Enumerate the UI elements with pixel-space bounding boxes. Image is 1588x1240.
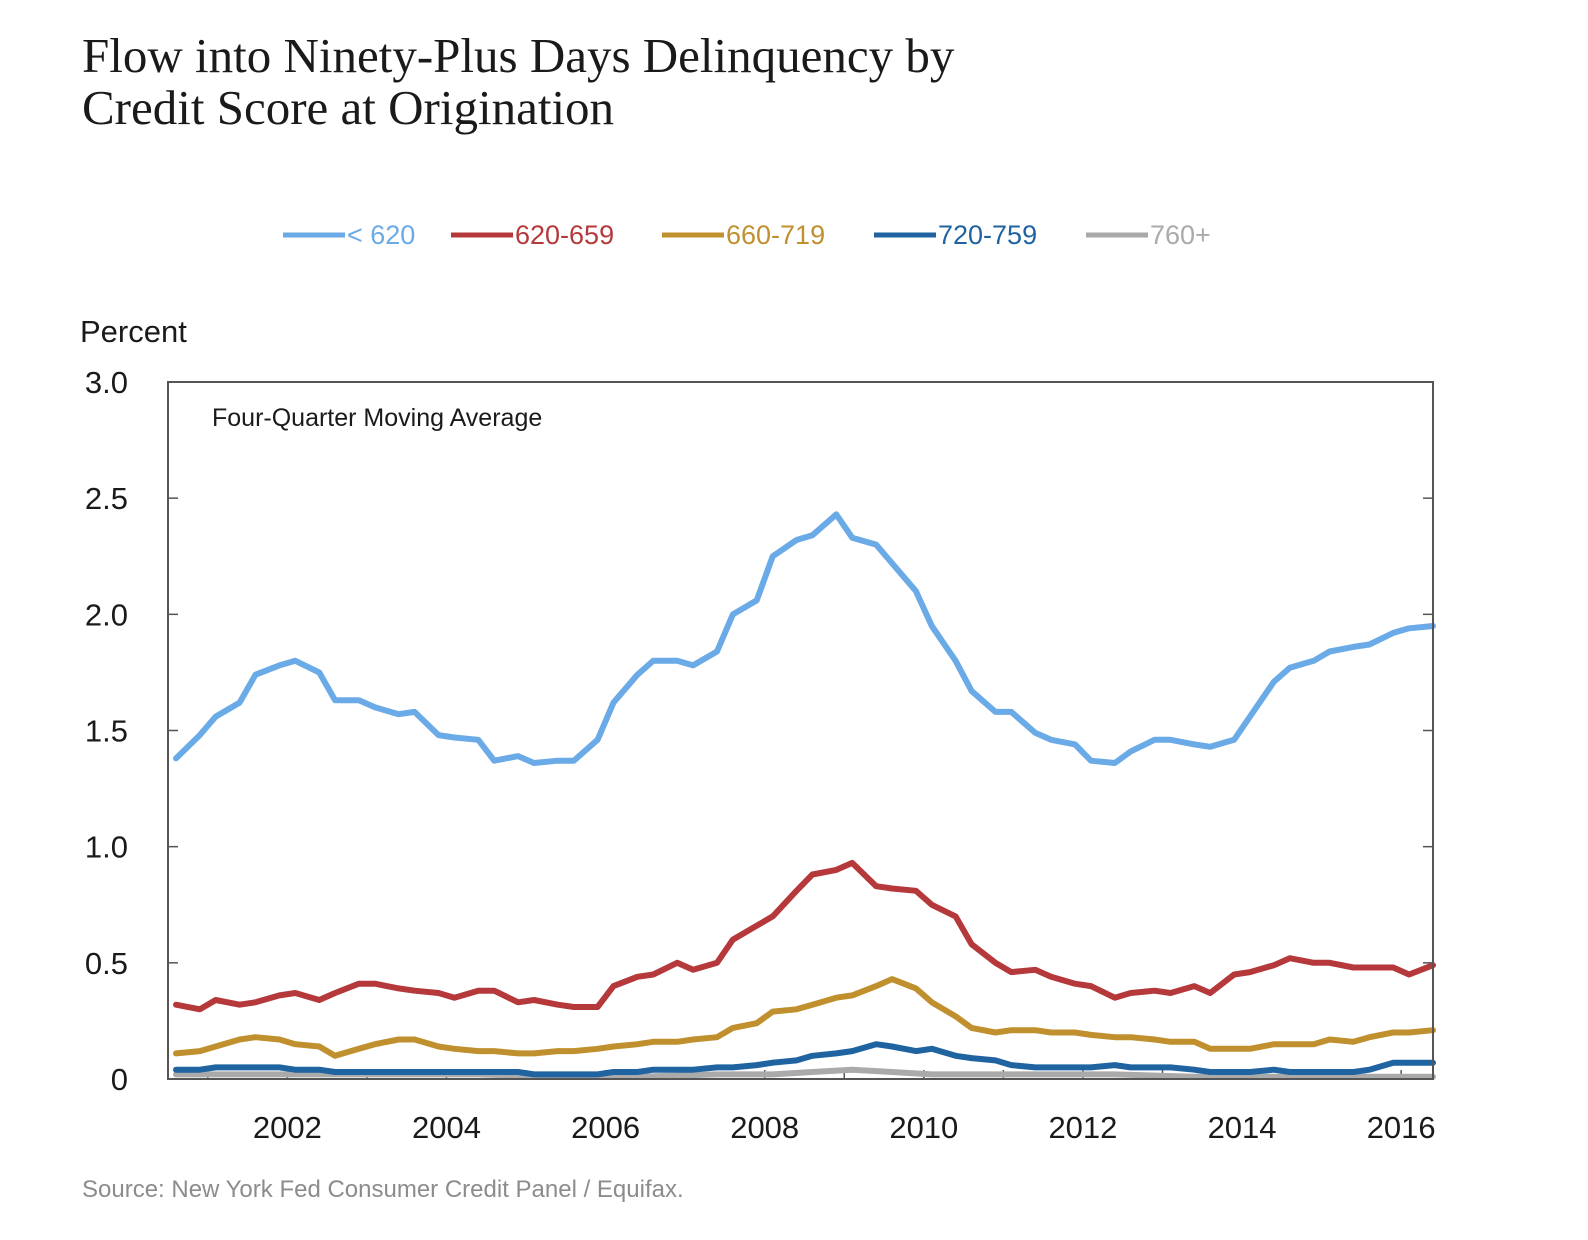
x-tick-label: 2012 [1048, 1110, 1117, 1145]
y-tick-label: 1.0 [85, 830, 128, 865]
legend-label: 720-759 [938, 220, 1037, 250]
y-tick-label: 0 [111, 1062, 128, 1097]
series-line-620 [173, 511, 1436, 766]
chart-title-line-1: Flow into Ninety-Plus Days Delinquency b… [82, 28, 955, 83]
chart-title: Flow into Ninety-Plus Days Delinquency b… [82, 30, 1182, 134]
series-lines [173, 511, 1436, 1080]
x-tick-label: 2014 [1208, 1110, 1277, 1145]
y-tick-label: 1.5 [85, 714, 128, 749]
x-tick-label: 2016 [1367, 1110, 1436, 1145]
y-tick-label: 3.0 [85, 365, 128, 400]
y-tick-label: 2.0 [85, 597, 128, 632]
legend-label: 760+ [1150, 220, 1211, 250]
series-line-620-659 [173, 859, 1436, 1013]
legend-label: < 620 [347, 220, 415, 250]
legend: < 620 620-659 660-719 720-759 760+ [283, 220, 1211, 250]
plot-frame [167, 381, 1434, 1080]
legend-label: 620-659 [515, 220, 614, 250]
y-axis-label: Percent [80, 314, 187, 349]
legend-label: 660-719 [726, 220, 825, 250]
x-tick-label: 2008 [730, 1110, 799, 1145]
x-tick-label: 2010 [889, 1110, 958, 1145]
moving-average-annotation: Four-Quarter Moving Average [212, 404, 542, 432]
x-tick-labels: 2002 2004 2006 2008 2010 2012 2014 2016 [253, 1110, 1436, 1145]
y-tick-label: 0.5 [85, 946, 128, 981]
x-tick-label: 2002 [253, 1110, 322, 1145]
series-line-720-759 [173, 1041, 1436, 1078]
y-tick-label: 2.5 [85, 481, 128, 516]
y-tick-labels: 0 0.5 1.0 1.5 2.0 2.5 3.0 [85, 365, 128, 1097]
chart-title-line-2: Credit Score at Origination [82, 80, 615, 135]
x-tick-label: 2004 [412, 1110, 481, 1145]
source-note: Source: New York Fed Consumer Credit Pan… [82, 1176, 684, 1203]
series-line-660-719 [173, 976, 1436, 1059]
x-tick-label: 2006 [571, 1110, 640, 1145]
